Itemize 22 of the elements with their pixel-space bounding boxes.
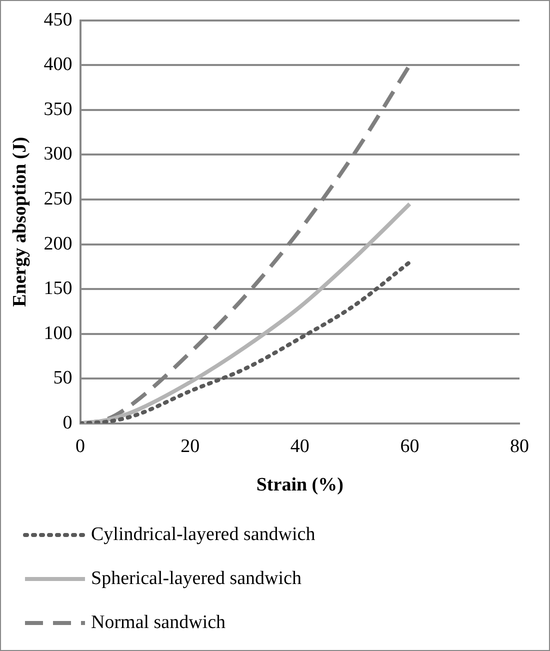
y-tick-label: 150 [44,278,72,300]
legend-label: Spherical-layered sandwich [91,568,302,590]
legend-label: Cylindrical-layered sandwich [91,524,316,546]
y-tick-label: 50 [53,368,72,389]
x-tick-label: 40 [290,436,310,457]
y-tick-label: 400 [44,54,72,76]
x-tick-label: 0 [76,436,86,457]
y-tick-label: 100 [44,322,72,344]
line-series [80,260,412,424]
x-tick-label: 20 [180,436,200,457]
y-axis-title: Energy absoption (J) [9,136,30,307]
y-tick-label: 200 [44,233,72,254]
y-tick-label: 250 [44,188,72,210]
legend-label: Normal sandwich [91,612,226,634]
x-axis-title: Strain (%) [256,474,344,496]
y-tick-label: 300 [44,144,72,165]
x-tick-label: 80 [510,436,529,457]
line-series [80,202,412,424]
y-tick-label: 350 [44,98,72,120]
x-tick-label: 60 [400,436,420,457]
y-tick-label: 0 [62,412,72,434]
y-tick-label: 450 [44,9,72,30]
